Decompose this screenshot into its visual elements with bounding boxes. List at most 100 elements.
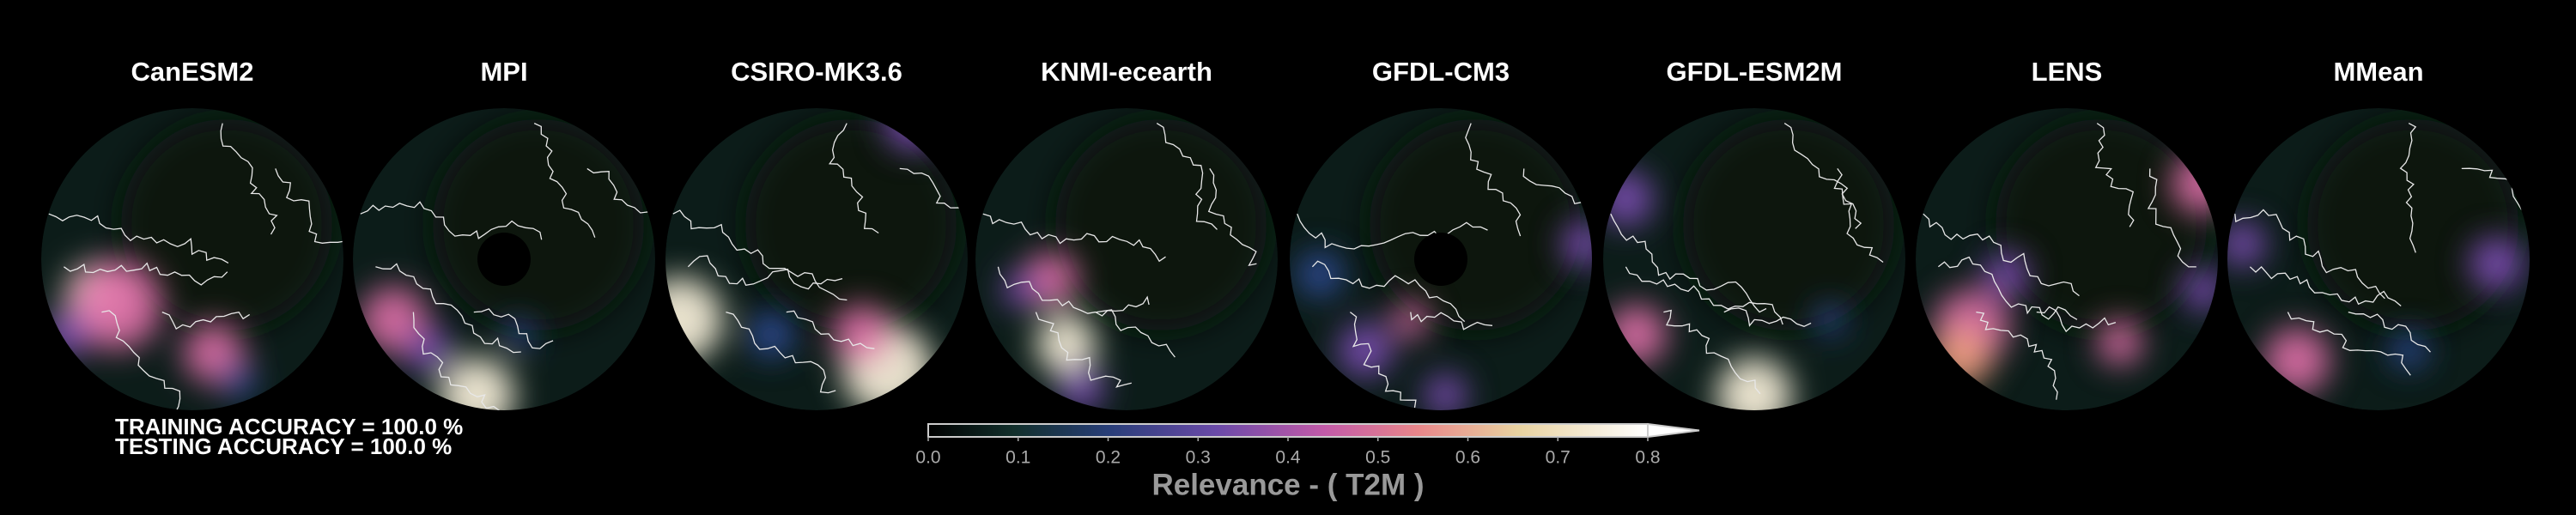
panel-title: CSIRO-MK3.6 [731,57,902,87]
relevance-blob [1036,313,1097,374]
relevance-blob [2391,331,2427,368]
coastline [1035,312,1132,388]
coastline [2234,209,2385,300]
coastline [2348,311,2431,353]
panel-title: LENS [2032,57,2103,87]
relevance-blobs [360,286,535,410]
panel-title: KNMI-ecearth [1041,57,1212,87]
coastline [1723,307,1812,328]
map-shade [744,118,957,331]
panel-title: MPI [480,57,527,87]
coastline [982,213,1166,263]
panel-title: MMean [2333,57,2423,87]
colorbar: 0.0 0.1 0.2 0.3 0.4 0.5 0.6 0.7 0.8 [915,422,1700,468]
relevance-blob [1338,322,1393,378]
coastline [2399,123,2417,253]
coastline [1156,123,1218,230]
coastline [1610,213,1767,313]
coastline [161,311,251,330]
colorbar-tick-label: 0.4 [1275,448,1301,468]
relevance-blob [2227,221,2266,267]
panel-title: GFDL-CM3 [1372,57,1510,87]
coastline [1522,168,1592,241]
relevance-blob [1814,304,1845,335]
colorbar-tick-label: 0.5 [1365,448,1390,468]
relevance-blob [1561,221,1592,267]
testing-accuracy: TESTING ACCURACY = 100.0 % [115,433,452,459]
training-accuracy: TRAINING ACCURACY = 100.0 % [115,414,463,439]
colorbar-extension [1647,422,1700,439]
coastline [101,310,181,410]
relevance-blob [831,304,892,366]
relevance-blob [405,327,452,373]
coastline [1625,266,1783,325]
colorbar-tick-label: 0.7 [1546,448,1571,468]
pole-hole [477,233,531,286]
colorbar-tick-label: 0.2 [1096,448,1121,468]
relevance-blob [2469,236,2524,291]
relevance-blobs [2227,221,2524,394]
relevance-blobs [42,259,256,398]
coastline [899,167,968,226]
coastline [1350,312,1417,409]
polar-map [1290,108,1592,410]
coastline [1311,260,1466,323]
coastline [375,263,521,354]
relevance-blobs [1297,221,1592,410]
coastline [1096,309,1176,358]
coastline [687,255,843,290]
coastline [360,201,543,240]
polar-map [665,108,968,410]
coastline [1465,123,1522,237]
polar-map [353,108,655,410]
coastline [412,312,501,410]
coastline [2461,167,2530,235]
coastline [2147,168,2196,268]
coastline [1783,123,1862,229]
colorbar-tick-label: 0.6 [1455,448,1480,468]
panel-title: GFDL-ESM2M [1667,57,1843,87]
coastline [1663,309,1761,395]
coastline [2287,312,2411,376]
coastline [2094,123,2135,227]
polar-map [975,108,1278,410]
relevance-blob [439,357,515,410]
coastline [473,308,554,349]
coastline [1410,312,1493,330]
coastline [1207,168,1257,267]
polar-map [41,108,343,410]
panel-title: CanESM2 [131,57,254,87]
map-shade [1995,118,2208,331]
colorbar-label: Relevance - ( T2M ) [1151,468,1424,501]
coastline [533,123,596,238]
coastline [1923,213,2080,297]
polar-map [2227,108,2530,410]
relevance-blob [665,277,723,362]
relevance-blob [1716,357,1792,410]
relevance-blob [1002,271,1039,308]
coastline [2036,306,2117,333]
coastline [997,266,1150,317]
coastline [1976,311,2058,400]
pole-hole [1414,233,1467,286]
relevance-blob [1984,251,2030,297]
map-shade [120,118,333,331]
coastline [1937,256,2078,320]
colorbar-tick-label: 0.0 [915,448,940,468]
coastline [220,123,278,235]
coastline [672,209,848,301]
panels: CanESM2 MPI CSIRO-MK3.6 KNMI-ecearth GFDL-CM… [41,57,2530,410]
relevance-blob [1424,373,1467,410]
colorbar-tick-label: 0.3 [1186,448,1211,468]
colorbar-tick-label: 0.1 [1005,448,1030,468]
relevance-blob [504,319,535,350]
colorbar-gradient [927,423,1649,438]
relevance-blob [71,259,162,350]
coastline [275,168,343,244]
coastline [1833,168,1884,264]
relevance-blob [1058,365,1104,410]
relevance-blob [1297,251,1343,297]
polar-map [1603,108,1905,410]
coastline [726,311,836,394]
